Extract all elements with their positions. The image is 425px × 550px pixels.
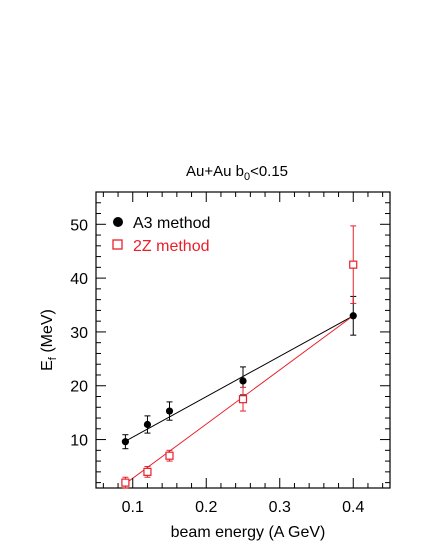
fit-line-a3 [125,315,354,442]
data-point-2z [121,478,130,487]
y-tick-label: 30 [70,325,88,342]
x-tick-label: 0.1 [122,499,144,516]
data-point-2z [165,451,174,460]
y-axis-label: Ef (MeV) [39,309,59,371]
legend-marker-2z [112,239,123,250]
data-point-a3 [165,407,174,415]
data-point-2z [143,467,152,476]
y-tick-label: 50 [70,217,88,234]
y-tick-label: 10 [70,433,88,450]
legend-label-a3: A3 method [133,215,210,232]
plot-frame [95,191,391,489]
data-point-2z [349,260,358,269]
legend-label-2z: 2Z method [133,238,209,255]
x-axis-label: beam energy (A GeV) [171,524,326,541]
y-tick-label: 20 [70,379,88,396]
legend: A3 method 2Z method [112,215,210,255]
x-tick-label: 0.3 [269,499,291,516]
y-tick-label: 40 [70,271,88,288]
x-tick-label: 0.2 [195,499,217,516]
axis-ticks: 0.1 0.2 0.3 0.4 10 20 30 40 50 [70,192,390,516]
chart-title: Au+Au b0<0.15 [186,163,288,183]
legend-marker-a3 [113,217,123,227]
x-tick-label: 0.4 [342,499,364,516]
data-point-a3 [349,312,357,320]
data-point-a3 [143,420,152,429]
data-markers [121,225,358,489]
data-point-2z [238,395,248,404]
data-point-a3 [121,438,129,446]
data-point-a3 [239,377,247,385]
